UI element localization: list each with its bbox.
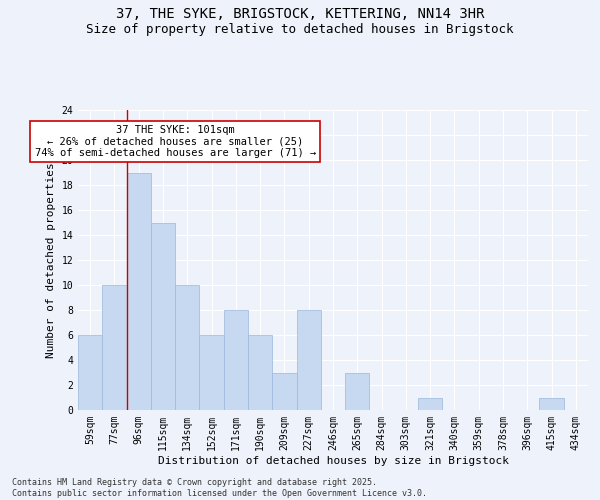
Bar [418, 398, 442, 410]
Bar [78, 335, 102, 410]
Bar [175, 285, 199, 410]
Text: 37, THE SYKE, BRIGSTOCK, KETTERING, NN14 3HR: 37, THE SYKE, BRIGSTOCK, KETTERING, NN14… [116, 8, 484, 22]
Text: Contains HM Land Registry data © Crown copyright and database right 2025.
Contai: Contains HM Land Registry data © Crown c… [12, 478, 427, 498]
Bar [224, 310, 248, 410]
Bar [151, 222, 175, 410]
X-axis label: Distribution of detached houses by size in Brigstock: Distribution of detached houses by size … [157, 456, 509, 466]
Text: Size of property relative to detached houses in Brigstock: Size of property relative to detached ho… [86, 22, 514, 36]
Bar [296, 310, 321, 410]
Bar [248, 335, 272, 410]
Bar [199, 335, 224, 410]
Bar [127, 172, 151, 410]
Bar [345, 372, 370, 410]
Bar [539, 398, 564, 410]
Bar [272, 372, 296, 410]
Y-axis label: Number of detached properties: Number of detached properties [46, 162, 56, 358]
Bar [102, 285, 127, 410]
Text: 37 THE SYKE: 101sqm
← 26% of detached houses are smaller (25)
74% of semi-detach: 37 THE SYKE: 101sqm ← 26% of detached ho… [35, 125, 316, 158]
